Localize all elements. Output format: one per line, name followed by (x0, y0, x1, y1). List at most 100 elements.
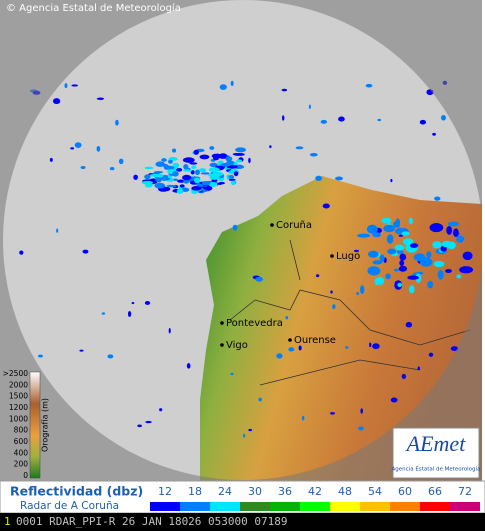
echo (401, 231, 410, 236)
orography-label: 400 (14, 448, 29, 457)
echo (208, 182, 218, 187)
echo (191, 185, 202, 191)
echo (183, 169, 193, 172)
orography-label: >2500 (3, 369, 29, 378)
echo (408, 285, 415, 294)
echo (357, 233, 371, 238)
echo (118, 158, 124, 165)
orography-label: 200 (14, 460, 29, 469)
radar-echoes (19, 80, 474, 438)
echo (49, 157, 53, 162)
echo (381, 217, 392, 224)
logo-box (392, 427, 480, 479)
echo (405, 321, 413, 328)
echo (372, 232, 382, 238)
echo (353, 249, 360, 253)
echo (162, 186, 171, 192)
echo (195, 169, 201, 176)
echo (71, 84, 79, 87)
echo (397, 282, 403, 287)
echo (172, 148, 177, 153)
echo (281, 88, 288, 92)
echo (235, 147, 246, 153)
echo (168, 159, 173, 164)
echo (329, 412, 335, 415)
legend-swatch (420, 502, 450, 511)
legend-swatch (360, 502, 390, 511)
echo (209, 162, 218, 168)
echo (131, 301, 135, 305)
echo (194, 177, 201, 184)
orography-title: Orografía (m) (41, 398, 50, 452)
echo (141, 180, 154, 185)
echo (322, 203, 330, 209)
copyright: © Agencia Estatal de Meteorología (6, 2, 181, 14)
map-area (0, 0, 482, 481)
city-label: Vigo (226, 340, 248, 351)
echo (209, 146, 215, 150)
echo (144, 166, 154, 170)
echo (308, 104, 311, 109)
echo (167, 175, 172, 179)
echo (243, 433, 246, 438)
echo (166, 184, 177, 188)
echo (211, 171, 224, 177)
echo (137, 424, 142, 428)
legend-title: Reflectividad (dbz) (10, 484, 143, 499)
legend-swatch (240, 502, 270, 511)
boundaries (229, 239, 471, 386)
echo (335, 176, 344, 181)
echo (80, 165, 86, 170)
city-label: Lugo (336, 251, 360, 262)
echo (315, 175, 323, 181)
city-label: Pontevedra (226, 318, 283, 329)
orography-label: 2000 (9, 380, 28, 389)
echo (183, 164, 189, 170)
echo (258, 397, 262, 402)
echo (248, 428, 253, 432)
echo (161, 158, 167, 162)
echo (56, 228, 59, 233)
echo (191, 165, 197, 169)
echo (233, 171, 239, 177)
echo (64, 83, 68, 89)
echo (133, 174, 138, 180)
legend-swatch (150, 502, 180, 511)
echo (447, 221, 459, 227)
echo (159, 408, 163, 412)
echo (309, 153, 318, 157)
echo (401, 373, 407, 380)
echo (155, 177, 162, 183)
echo (395, 218, 401, 229)
echo (127, 311, 132, 317)
echo (432, 241, 442, 249)
echo (182, 174, 192, 181)
echo (394, 244, 405, 251)
echo (462, 251, 473, 261)
orography-scale (29, 371, 41, 479)
echo (154, 173, 164, 178)
echo (255, 276, 263, 282)
echo (398, 234, 403, 237)
echo (398, 265, 408, 272)
echo (276, 353, 283, 359)
echo (367, 250, 379, 258)
echo (196, 183, 202, 187)
echo (144, 301, 151, 305)
echo (208, 167, 220, 173)
echo (233, 153, 245, 156)
echo (200, 172, 210, 175)
city-dot (330, 254, 334, 258)
legend-value: 12 (158, 485, 172, 498)
echo (433, 260, 445, 268)
legend-swatch (300, 502, 330, 511)
echo (410, 243, 419, 248)
city-label: Coruña (276, 220, 312, 231)
echo (228, 174, 235, 179)
echo (163, 164, 170, 170)
echo (301, 415, 305, 421)
legend-value: 36 (278, 485, 292, 498)
echo (360, 408, 363, 414)
